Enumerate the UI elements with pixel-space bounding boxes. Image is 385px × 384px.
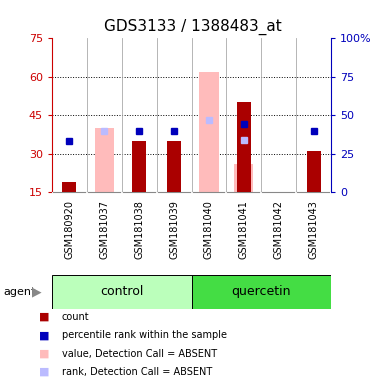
- Bar: [62, 182, 76, 192]
- Bar: [234, 164, 253, 192]
- Bar: [237, 103, 251, 192]
- Text: ■: ■: [38, 349, 49, 359]
- Text: ■: ■: [38, 367, 49, 377]
- Text: ■: ■: [38, 330, 49, 340]
- Bar: [95, 128, 114, 192]
- Text: GSM181037: GSM181037: [99, 200, 109, 259]
- Text: ■: ■: [38, 312, 49, 322]
- Text: control: control: [100, 285, 144, 298]
- Bar: [132, 141, 146, 192]
- Text: percentile rank within the sample: percentile rank within the sample: [62, 330, 227, 340]
- Text: GSM181043: GSM181043: [309, 200, 319, 259]
- Text: GDS3133 / 1388483_at: GDS3133 / 1388483_at: [104, 19, 281, 35]
- Bar: [199, 72, 219, 192]
- Text: count: count: [62, 312, 89, 322]
- Text: agent: agent: [4, 287, 36, 297]
- Text: quercetin: quercetin: [231, 285, 291, 298]
- Text: GSM181038: GSM181038: [134, 200, 144, 259]
- Text: value, Detection Call = ABSENT: value, Detection Call = ABSENT: [62, 349, 217, 359]
- Text: GSM181042: GSM181042: [274, 200, 284, 259]
- Bar: [192, 275, 331, 309]
- Text: rank, Detection Call = ABSENT: rank, Detection Call = ABSENT: [62, 367, 212, 377]
- Text: GSM181039: GSM181039: [169, 200, 179, 259]
- Bar: [307, 151, 321, 192]
- Text: ▶: ▶: [32, 285, 42, 298]
- Bar: [52, 275, 192, 309]
- Text: GSM181041: GSM181041: [239, 200, 249, 259]
- Text: GSM180920: GSM180920: [64, 200, 74, 259]
- Text: GSM181040: GSM181040: [204, 200, 214, 259]
- Bar: [167, 141, 181, 192]
